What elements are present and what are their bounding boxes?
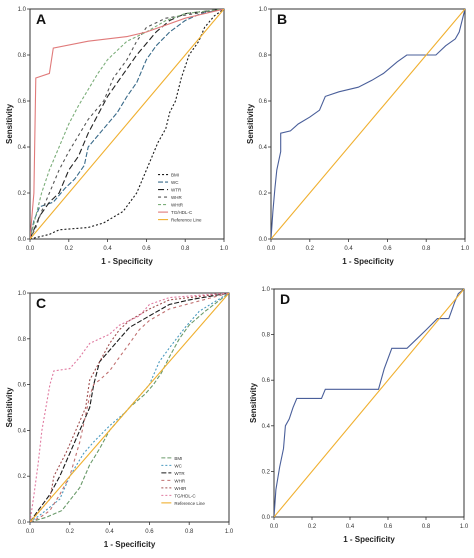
y-tick-label: 0.6 [18, 383, 27, 389]
panel-letter: A [36, 11, 46, 27]
x-tick-label: 0.0 [270, 524, 279, 530]
legend: BMI WC WTR WHR WHtR TG/HDL-C Reference Line [161, 456, 205, 506]
legend-label: WC [174, 463, 182, 468]
roc-curve-tg-hdl-c [30, 9, 224, 239]
x-axis-title: 1 - Specificity [104, 540, 156, 549]
roc-curve-roc [274, 289, 464, 517]
panel-letter: C [36, 295, 46, 311]
x-axis-title: 1 - Specificity [343, 535, 395, 544]
legend-label: WC [171, 180, 179, 185]
y-tick-label: 1.0 [262, 287, 271, 293]
y-axis-title: Sensitivity [246, 103, 255, 144]
x-tick-label: 1.0 [220, 246, 229, 252]
x-tick-label: 0.2 [308, 524, 317, 530]
x-tick-label: 0.2 [306, 246, 315, 252]
roc-curve-whtr [30, 9, 224, 239]
roc-curve-whr [30, 9, 224, 239]
x-tick-label: 0.4 [346, 524, 355, 530]
legend-label: Reference Line [174, 501, 205, 506]
y-tick-label: 0.6 [262, 378, 271, 384]
y-tick-label: 0.2 [259, 191, 268, 197]
x-tick-label: 0.0 [26, 529, 35, 535]
legend-label: BMI [171, 173, 179, 178]
x-axis-title: 1 - Specificity [101, 257, 153, 266]
y-tick-label: 0.6 [259, 99, 268, 105]
legend-label: TG/HDL-C [171, 210, 193, 215]
roc-curve-roc [271, 9, 465, 239]
legend-label: Reference Line [171, 218, 202, 223]
legend-label: WTR [171, 188, 182, 193]
y-tick-label: 0.2 [18, 191, 27, 197]
legend-label: WTR [174, 471, 185, 476]
roc-curve-whr [30, 293, 229, 522]
x-tick-label: 0.4 [103, 246, 112, 252]
legend-label: TG/HDL-C [174, 493, 196, 498]
x-tick-label: 0.8 [181, 246, 190, 252]
y-axis-title: Sensitivity [5, 103, 14, 144]
roc-curve-whtr [30, 293, 229, 522]
y-axis-title: Sensitivity [5, 387, 14, 428]
y-tick-label: 0.4 [262, 424, 271, 430]
y-tick-label: 1.0 [18, 291, 27, 297]
y-tick-label: 0.8 [262, 333, 271, 339]
legend: BMI WC WTR WHR WHtR TG/HDL-C Reference Line [158, 173, 202, 223]
panel-b: B 0.0 0.0 0.2 0.2 0.4 0.4 0.6 0.6 0.8 0.8 1.0 1.0 1 -… [246, 7, 470, 266]
y-axis-title: Sensitivity [249, 382, 258, 423]
legend-label: WHtR [174, 486, 187, 491]
x-tick-label: 0.2 [65, 246, 74, 252]
y-tick-label: 0.8 [18, 337, 27, 343]
y-tick-label: 0.2 [18, 474, 27, 480]
legend-label: WHR [174, 478, 185, 483]
roc-curve-wtr [30, 9, 224, 239]
x-tick-label: 0.6 [383, 246, 392, 252]
y-tick-label: 0.0 [18, 520, 27, 526]
roc-curve-reference-line [30, 293, 229, 522]
y-tick-label: 0.8 [18, 53, 27, 59]
x-tick-label: 1.0 [225, 529, 234, 535]
y-tick-label: 0.2 [262, 469, 271, 475]
x-tick-label: 0.6 [145, 529, 154, 535]
roc-curve-bmi [30, 9, 224, 239]
y-tick-label: 0.0 [18, 237, 27, 243]
y-tick-label: 0.6 [18, 99, 27, 105]
x-tick-label: 0.8 [185, 529, 194, 535]
panel-d: D 0.0 0.0 0.2 0.2 0.4 0.4 0.6 0.6 0.8 0.8 1.0 1.0 1 -… [249, 287, 469, 544]
panel-a: A 0.0 0.0 0.2 0.2 0.4 0.4 0.6 0.6 0.8 0.8 1.0 1.0 1 -… [5, 7, 229, 266]
y-tick-label: 0.4 [18, 428, 27, 434]
y-tick-label: 0.4 [259, 145, 268, 151]
y-tick-label: 0.0 [262, 515, 271, 521]
x-tick-label: 0.8 [422, 524, 431, 530]
x-tick-label: 0.2 [66, 529, 75, 535]
roc-curve-reference-line [30, 9, 224, 239]
roc-curve-wtr [30, 293, 229, 522]
x-tick-label: 0.4 [344, 246, 353, 252]
panel-c: C 0.0 0.0 0.2 0.2 0.4 0.4 0.6 0.6 0.8 0.8 1.0 1.0 1 -… [5, 291, 234, 549]
roc-curve-roc [274, 289, 464, 517]
x-tick-label: 1.0 [461, 246, 470, 252]
panel-letter: D [280, 291, 290, 307]
roc-curve-roc [271, 9, 465, 239]
x-tick-label: 1.0 [460, 524, 469, 530]
x-tick-label: 0.8 [422, 246, 431, 252]
y-tick-label: 1.0 [259, 7, 268, 13]
x-tick-label: 0.6 [142, 246, 151, 252]
legend-label: WHR [171, 195, 182, 200]
x-tick-label: 0.0 [267, 246, 276, 252]
x-tick-label: 0.0 [26, 246, 35, 252]
y-tick-label: 0.8 [259, 53, 268, 59]
panel-letter: B [277, 11, 287, 27]
roc-curve-tg-hdl-c [30, 293, 229, 522]
legend-label: BMI [174, 456, 182, 461]
x-tick-label: 0.6 [384, 524, 393, 530]
y-tick-label: 0.0 [259, 237, 268, 243]
legend-label: WHtR [171, 203, 184, 208]
y-tick-label: 1.0 [18, 7, 27, 13]
x-axis-title: 1 - Specificity [342, 257, 394, 266]
x-tick-label: 0.4 [105, 529, 114, 535]
y-tick-label: 0.4 [18, 145, 27, 151]
